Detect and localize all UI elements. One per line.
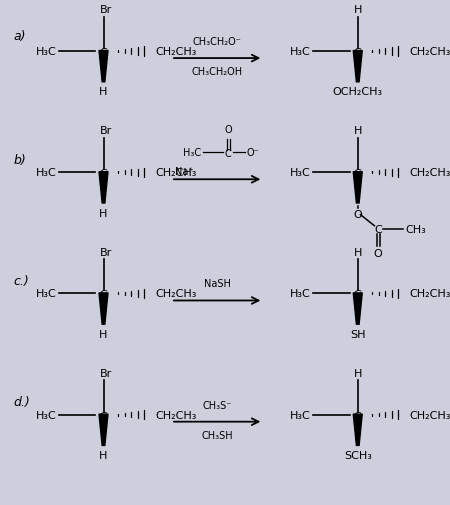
Polygon shape	[353, 50, 362, 82]
Text: CH₃SH: CH₃SH	[201, 431, 233, 441]
Text: Na⁺: Na⁺	[176, 167, 194, 177]
Polygon shape	[99, 172, 108, 203]
Text: CH₂CH₃: CH₂CH₃	[410, 47, 450, 57]
Text: H: H	[354, 247, 362, 258]
Text: H: H	[99, 330, 108, 340]
Text: O: O	[353, 210, 362, 220]
Polygon shape	[99, 50, 108, 82]
Text: H₃C: H₃C	[36, 168, 56, 178]
Text: H₃C: H₃C	[36, 47, 56, 57]
Text: CH₂CH₃: CH₂CH₃	[155, 411, 197, 421]
Text: CH₃S⁻: CH₃S⁻	[202, 400, 232, 411]
Text: SH: SH	[350, 330, 365, 340]
Text: CH₃: CH₃	[405, 225, 426, 235]
Text: H: H	[354, 369, 362, 379]
Text: c.): c.)	[14, 275, 29, 288]
Text: CH₂CH₃: CH₂CH₃	[155, 289, 197, 299]
Text: H₃C: H₃C	[183, 147, 201, 158]
Text: C: C	[354, 169, 362, 179]
Text: SCH₃: SCH₃	[344, 451, 372, 461]
Text: CH₃CH₂OH: CH₃CH₂OH	[192, 67, 243, 77]
Text: H₃C: H₃C	[36, 411, 56, 421]
Text: CH₂CH₃: CH₂CH₃	[155, 168, 197, 178]
Text: H₃C: H₃C	[290, 289, 310, 299]
Text: CH₂CH₃: CH₂CH₃	[410, 411, 450, 421]
Text: H₃C: H₃C	[290, 47, 310, 57]
Polygon shape	[353, 414, 362, 445]
Text: C: C	[99, 412, 108, 422]
Text: Br: Br	[99, 247, 112, 258]
Text: H: H	[354, 126, 362, 136]
Text: O: O	[225, 125, 232, 135]
Text: CH₃CH₂O⁻: CH₃CH₂O⁻	[193, 37, 242, 47]
Text: C: C	[354, 48, 362, 58]
Text: H₃C: H₃C	[36, 289, 56, 299]
Text: H: H	[354, 5, 362, 15]
Text: d.): d.)	[14, 396, 30, 410]
Text: CH₂CH₃: CH₂CH₃	[410, 168, 450, 178]
Text: Br: Br	[99, 126, 112, 136]
Text: a): a)	[14, 30, 26, 43]
Text: CH₂CH₃: CH₂CH₃	[410, 289, 450, 299]
Text: NaSH: NaSH	[204, 279, 230, 289]
Text: C: C	[354, 290, 362, 300]
Text: C: C	[99, 169, 108, 179]
Text: C: C	[225, 149, 232, 159]
Text: C: C	[374, 225, 382, 235]
Text: Br: Br	[99, 5, 112, 15]
Text: CH₂CH₃: CH₂CH₃	[155, 47, 197, 57]
Text: H: H	[99, 87, 108, 97]
Text: b): b)	[14, 154, 26, 167]
Text: H: H	[99, 451, 108, 461]
Text: Br: Br	[99, 369, 112, 379]
Text: H: H	[99, 209, 108, 219]
Polygon shape	[353, 293, 362, 324]
Text: O: O	[374, 249, 382, 259]
Text: O⁻: O⁻	[247, 147, 259, 158]
Text: C: C	[354, 412, 362, 422]
Text: C: C	[99, 48, 108, 58]
Polygon shape	[353, 172, 362, 203]
Text: H₃C: H₃C	[290, 168, 310, 178]
Polygon shape	[99, 414, 108, 445]
Text: OCH₂CH₃: OCH₂CH₃	[333, 87, 383, 97]
Text: C: C	[99, 290, 108, 300]
Polygon shape	[99, 293, 108, 324]
Text: H₃C: H₃C	[290, 411, 310, 421]
